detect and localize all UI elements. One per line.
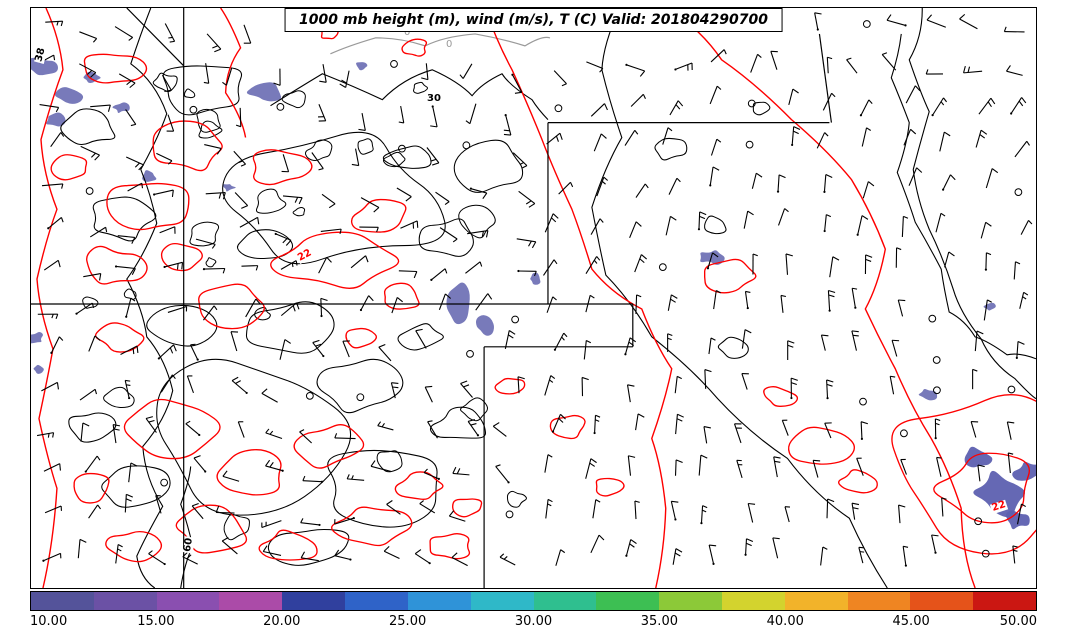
colorbar-tick: 35.00 [640,614,678,629]
map-canvas [31,8,1036,588]
colorbar-segment [156,592,220,610]
colorbar-tick: 40.00 [766,614,804,629]
colorbar-segment [533,592,597,610]
colorbar-tick: 10.00 [30,614,68,629]
zero-contour-layer [330,33,551,55]
colorbar-tick: 30.00 [514,614,553,629]
colorbar-segment [596,592,660,610]
colorbar-segment [847,592,911,610]
colorbar-segment [470,592,534,610]
colorbar-tick: 25.00 [389,614,427,629]
map-plot-area: 38 30 60 0 0 22 22 1000 mb height (m), w… [30,7,1037,589]
colorbar-tick-labels: 10.00 15.00 20.00 25.00 30.00 35.00 40.0… [30,611,1037,631]
colorbar-segment [219,592,283,610]
colorbar-segment [910,592,974,610]
colorbar-segment [973,592,1036,610]
colorbar-area: 10.00 15.00 20.00 25.00 30.00 35.00 40.0… [30,591,1037,631]
plot-title-box: 1000 mb height (m), wind (m/s), T (C) Va… [284,8,783,32]
colorbar-tick: 45.00 [892,614,930,629]
colorbar-segment [784,592,848,610]
contour-label-height: 30 [426,93,442,104]
colorbar-segment [407,592,471,610]
wind-barb-layer [36,12,1033,567]
contour-label-zero: 0 [403,27,412,38]
contour-label-zero: 0 [445,39,454,50]
colorbar-segment [282,592,346,610]
temperature-contour-layer [36,8,1036,588]
plot-title: 1000 mb height (m), wind (m/s), T (C) Va… [299,12,768,28]
colorbar-segment [659,592,722,610]
colorbar-tick: 20.00 [263,614,301,629]
state-border-layer [31,8,1036,588]
height-contour-layer [60,8,1036,588]
colorbar-segment [31,592,94,610]
colorbar-segment [721,592,785,610]
colorbar [30,591,1037,611]
colorbar-segment [345,592,408,610]
wind-shading-layer [31,57,1036,530]
colorbar-tick: 50.00 [999,614,1037,629]
colorbar-tick: 15.00 [137,614,175,629]
colorbar-segment [93,592,157,610]
